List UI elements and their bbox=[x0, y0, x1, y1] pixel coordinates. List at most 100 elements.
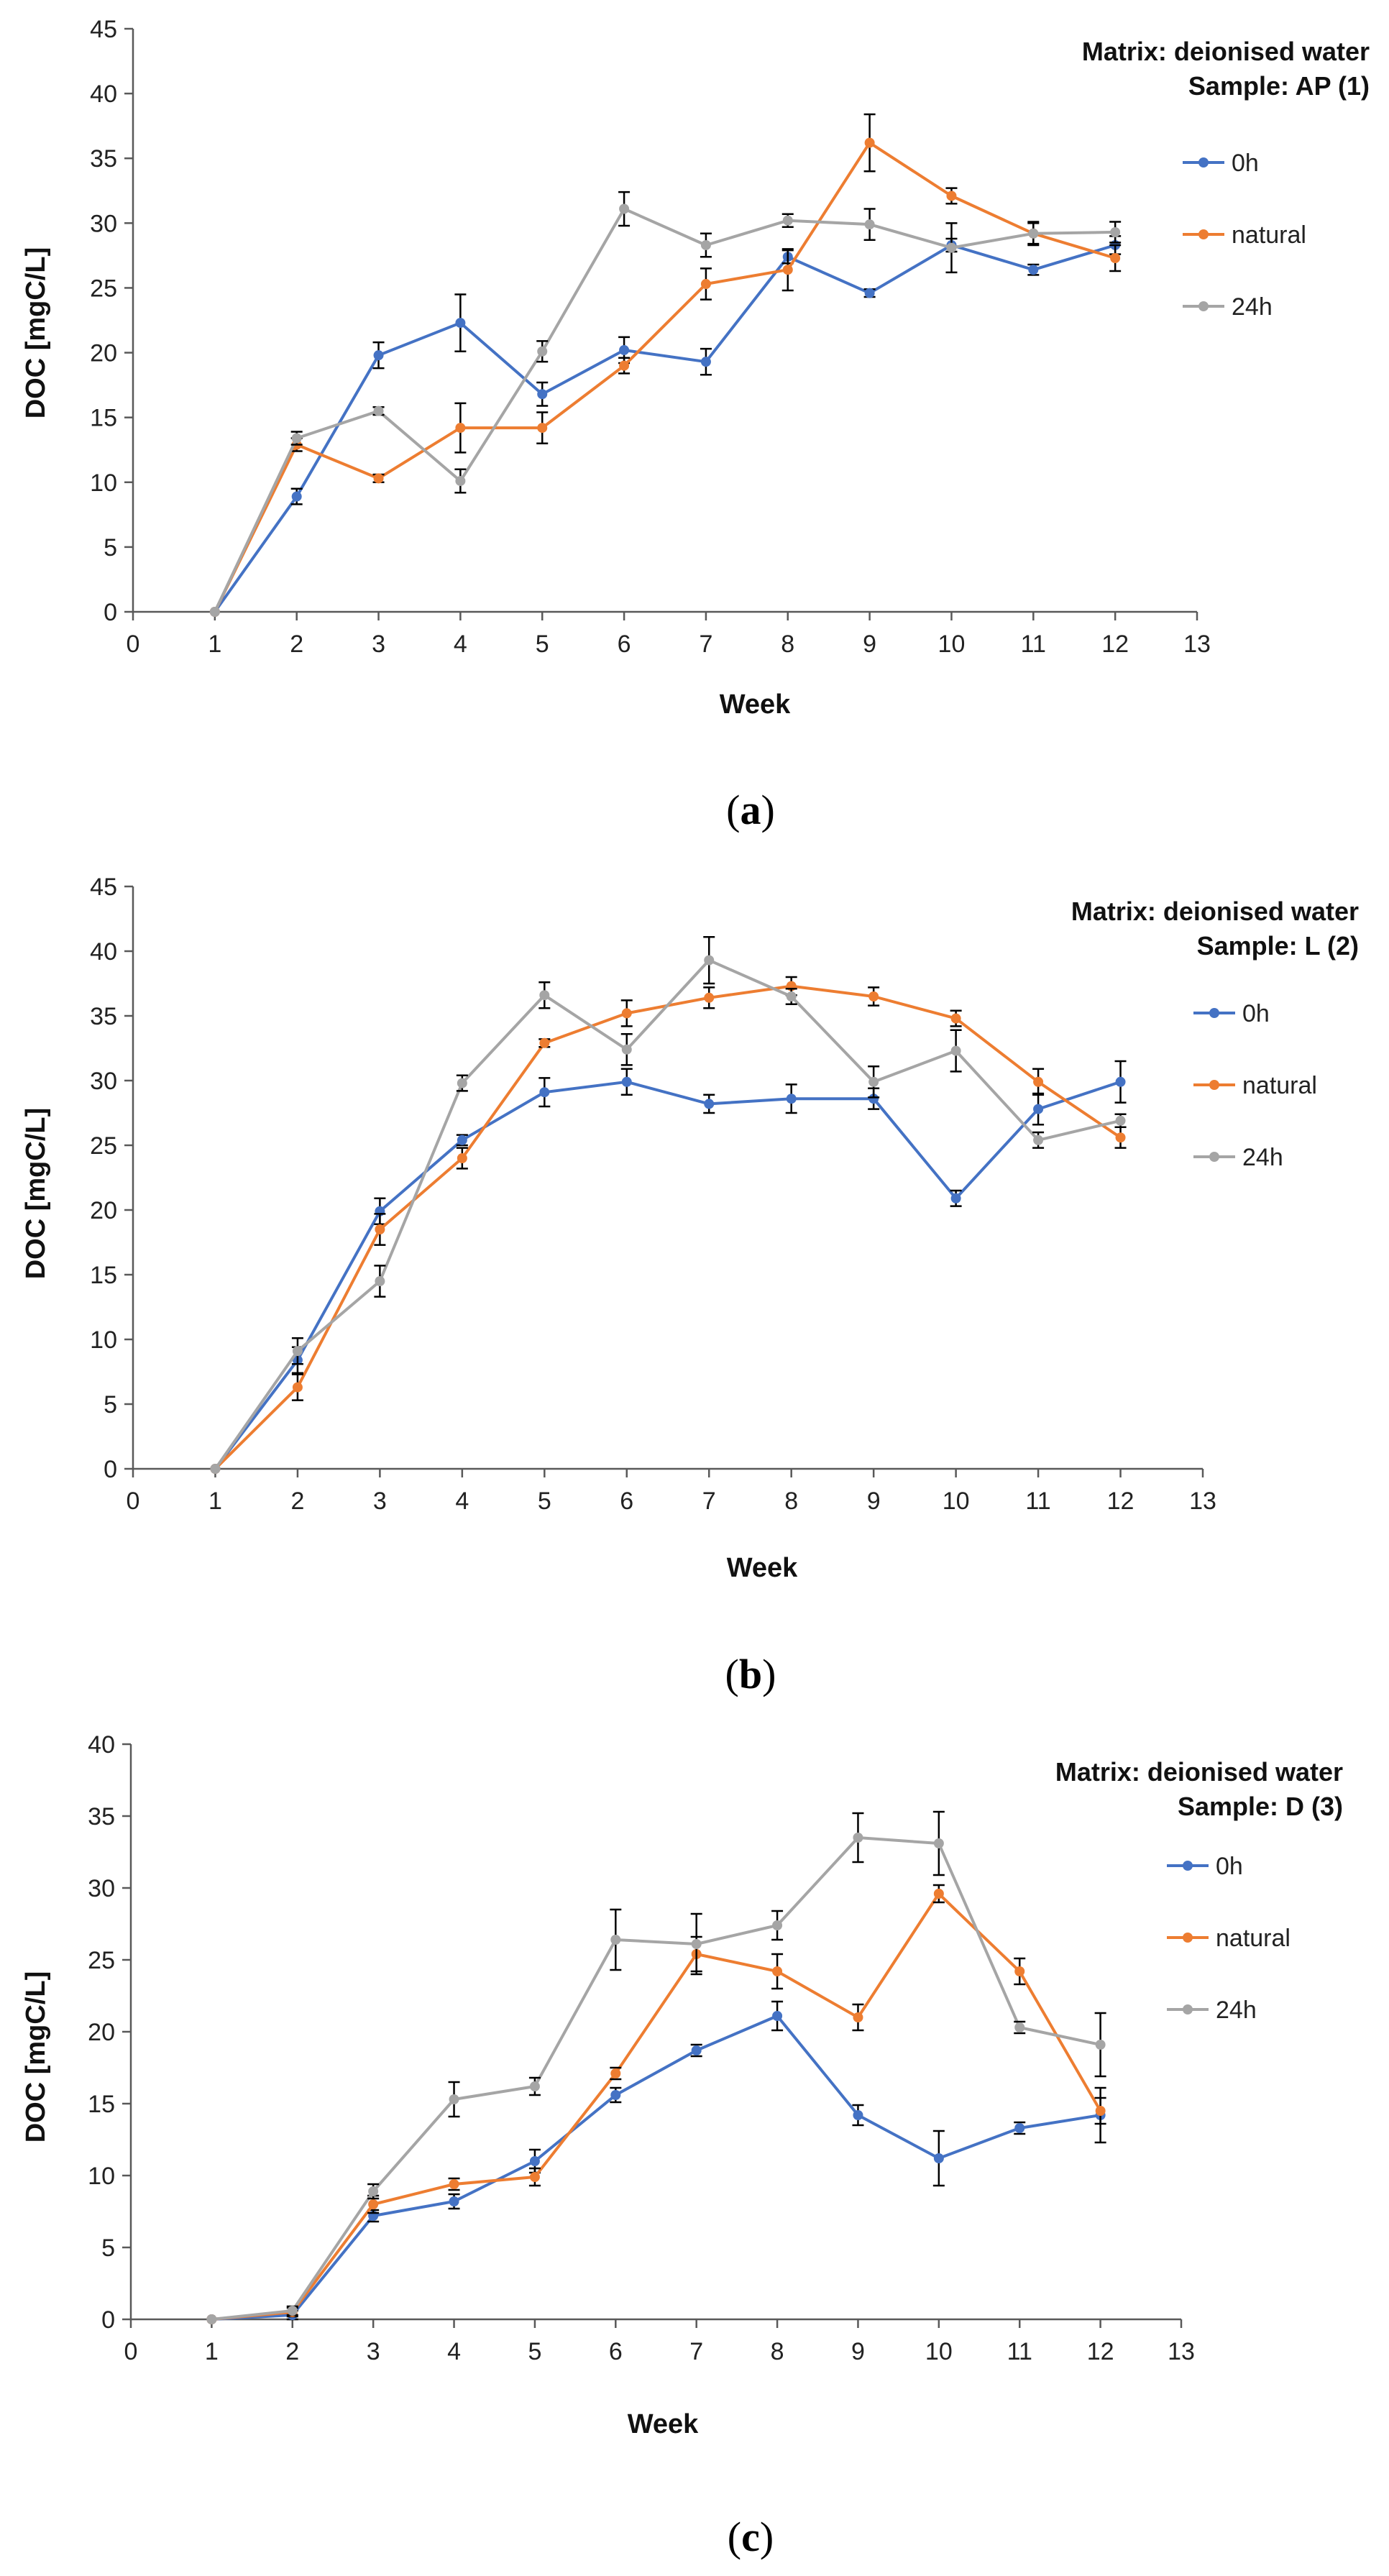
data-point bbox=[529, 2172, 540, 2182]
data-point bbox=[704, 1099, 715, 1109]
x-tick-label: 0 bbox=[127, 631, 140, 658]
data-point bbox=[210, 1464, 221, 1474]
y-tick-label: 45 bbox=[90, 16, 117, 43]
data-point bbox=[1110, 252, 1121, 263]
x-tick-label: 10 bbox=[943, 1488, 970, 1515]
data-point bbox=[868, 991, 879, 1001]
y-tick-label: 40 bbox=[90, 938, 117, 966]
x-tick-label: 2 bbox=[290, 1488, 304, 1515]
legend-marker bbox=[1183, 1933, 1193, 1943]
series-24h bbox=[210, 935, 1127, 1474]
legend-label: 0h bbox=[1216, 1853, 1243, 1880]
data-point bbox=[772, 2011, 783, 2021]
data-point bbox=[782, 215, 793, 226]
legend-label: 0h bbox=[1232, 150, 1259, 177]
legend-label: natural bbox=[1242, 1072, 1317, 1099]
data-point bbox=[933, 1838, 944, 1848]
series-line bbox=[214, 141, 1116, 613]
x-tick-label: 8 bbox=[784, 1488, 798, 1515]
data-point bbox=[449, 2196, 459, 2206]
data-point bbox=[772, 1966, 783, 1976]
legend-marker bbox=[1183, 1861, 1193, 1871]
legend-item-0h: 0h bbox=[1193, 1000, 1270, 1027]
panel-caption-b: (b) bbox=[725, 1651, 776, 1697]
data-point bbox=[864, 288, 875, 298]
panel-caption-a: (a) bbox=[726, 787, 775, 833]
data-point bbox=[375, 1276, 385, 1286]
x-tick-label: 7 bbox=[689, 2338, 703, 2365]
legend: 0h natural 24h bbox=[1167, 1853, 1291, 2024]
data-point bbox=[621, 1076, 632, 1087]
data-point bbox=[1115, 1076, 1126, 1087]
legend-marker bbox=[1183, 2004, 1193, 2014]
data-point bbox=[1115, 1132, 1126, 1143]
y-tick-label: 5 bbox=[104, 1391, 117, 1418]
y-tick-label: 30 bbox=[90, 1068, 117, 1095]
data-point bbox=[455, 423, 466, 434]
y-tick-label: 20 bbox=[90, 340, 117, 367]
data-point bbox=[946, 191, 957, 201]
x-tick-label: 7 bbox=[699, 631, 712, 658]
data-point bbox=[291, 433, 302, 444]
y-tick-label: 10 bbox=[88, 2163, 115, 2190]
data-point bbox=[291, 491, 302, 502]
legend-marker bbox=[1198, 229, 1209, 239]
x-tick-label: 8 bbox=[771, 2338, 784, 2365]
data-point bbox=[375, 1224, 385, 1234]
data-point bbox=[537, 346, 548, 357]
series-24h bbox=[209, 191, 1122, 617]
data-point bbox=[853, 2110, 863, 2120]
legend-marker bbox=[1198, 157, 1209, 168]
x-tick-label: 5 bbox=[538, 1488, 551, 1515]
data-point bbox=[539, 1037, 550, 1048]
legend-marker bbox=[1209, 1152, 1219, 1162]
legend-item-0h: 0h bbox=[1183, 150, 1259, 177]
data-point bbox=[1028, 228, 1039, 239]
x-tick-label: 3 bbox=[367, 2338, 380, 2365]
data-point bbox=[610, 2090, 621, 2100]
data-point bbox=[704, 992, 715, 1003]
y-tick-label: 0 bbox=[104, 1456, 117, 1483]
x-tick-label: 7 bbox=[702, 1488, 716, 1515]
annotation-sample: Sample: AP (1) bbox=[1188, 71, 1370, 101]
data-point bbox=[457, 1078, 467, 1088]
x-tick-label: 0 bbox=[124, 2338, 138, 2365]
data-point bbox=[539, 1087, 550, 1098]
data-point bbox=[700, 239, 711, 250]
data-point bbox=[853, 1833, 863, 1843]
data-point bbox=[1028, 265, 1039, 275]
series-line bbox=[211, 1892, 1102, 2321]
x-tick-label: 5 bbox=[528, 2338, 541, 2365]
legend-label: 24h bbox=[1242, 1144, 1283, 1171]
annotation-matrix: Matrix: deionised water bbox=[1082, 37, 1370, 66]
y-tick-label: 45 bbox=[90, 874, 117, 901]
data-point bbox=[539, 990, 550, 1001]
data-point bbox=[619, 360, 630, 371]
data-point bbox=[610, 1935, 621, 1945]
data-point bbox=[691, 2045, 702, 2055]
y-tick-label: 5 bbox=[104, 534, 117, 562]
data-point bbox=[621, 1044, 632, 1055]
legend-marker bbox=[1209, 1080, 1219, 1090]
legend-label: natural bbox=[1216, 1925, 1291, 1952]
data-point bbox=[619, 344, 630, 355]
y-tick-label: 25 bbox=[90, 1132, 117, 1160]
data-point bbox=[1033, 1135, 1044, 1145]
y-tick-label: 15 bbox=[90, 405, 117, 432]
y-tick-label: 10 bbox=[90, 469, 117, 497]
y-tick-label: 40 bbox=[88, 1731, 115, 1759]
y-tick-label: 20 bbox=[88, 2019, 115, 2046]
data-point bbox=[782, 265, 793, 275]
data-point bbox=[457, 1135, 467, 1145]
y-tick-label: 20 bbox=[90, 1197, 117, 1224]
legend-item-natural: natural bbox=[1193, 1072, 1317, 1099]
y-tick-label: 10 bbox=[90, 1326, 117, 1354]
x-tick-label: 3 bbox=[372, 631, 385, 658]
data-point bbox=[950, 1193, 961, 1204]
y-tick-label: 5 bbox=[101, 2234, 115, 2262]
series-line bbox=[213, 207, 1116, 613]
data-point bbox=[864, 137, 875, 148]
data-point bbox=[786, 991, 797, 1001]
x-tick-label: 3 bbox=[373, 1488, 387, 1515]
